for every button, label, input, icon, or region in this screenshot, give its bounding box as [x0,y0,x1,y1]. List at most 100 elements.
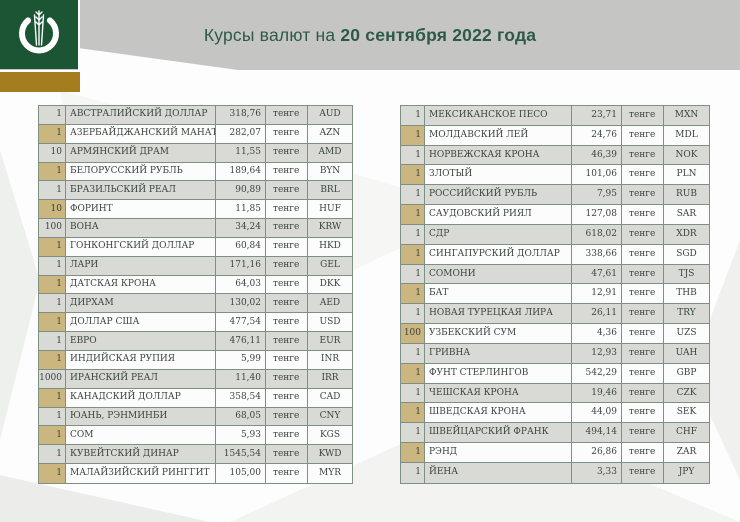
qty-cell: 1 [39,464,66,483]
qty-cell: 1 [401,106,425,125]
currency-code-cell: GEL [320,260,340,271]
qty-cell: 1 [39,237,66,256]
qty-cell: 1 [39,313,66,332]
rate-cell: 34,24 [216,219,266,237]
qty-cell: 1 [401,224,425,244]
unit-cell: тенге [266,275,308,294]
table-row: 1 ГОНКОНГСКИЙ ДОЛЛАР 60,84 тенге HKD [39,237,352,257]
unit-cell: тенге [266,350,308,369]
currency-name-cell: РЭНД [425,443,572,462]
table-row: 1 БАТ 12,91 тенге THB [401,284,709,305]
gold-accent-bar [0,72,80,92]
currency-code-cell: XDR [676,228,697,239]
currency-code-cell: INR [320,354,340,365]
rate-cell: 90,89 [216,181,266,200]
currency-code-cell: KWD [318,448,342,459]
table-row: 1 ЕВРО 476,11 тенге EUR [39,332,352,351]
currency-name-cell: НОВАЯ ТУРЕЦКАЯ ЛИРА [425,304,572,324]
currency-name-cell: ФУНТ СТЕРЛИНГОВ [425,363,572,383]
rate-cell: 1545,54 [216,445,266,464]
qty-cell: 1 [401,185,425,205]
currency-name-cell: КАНАДСКИЙ ДОЛЛАР [66,388,216,407]
currency-code-cell: AMD [318,147,342,158]
currency-code-cell: CHF [676,427,697,438]
bank-logo [0,0,80,69]
qty-cell: 1 [401,125,425,145]
table-row: 1 САУДОВСКИЙ РИЯЛ 127,08 тенге SAR [401,205,709,225]
unit-cell: тенге [266,124,308,143]
rate-cell: 19,46 [572,383,622,403]
currency-name-cell: ФОРИНТ [66,200,216,219]
currency-code-cell: HKD [319,241,341,252]
currency-code-cell: AZN [319,128,341,139]
unit-cell: тенге [622,423,664,443]
table-row: 1 КУВЕЙТСКИЙ ДИНАР 1545,54 тенге KWD [39,445,352,465]
table-row: 1 РОССИЙСКИЙ РУБЛЬ 7,95 тенге RUB [401,185,709,206]
table-row: 1 СИНГАПУРСКИЙ ДОЛЛАР 338,66 тенге SGD [401,244,709,265]
currency-code-cell: HUF [319,203,341,214]
currency-name-cell: ШВЕДСКАЯ КРОНА [425,403,572,423]
table-row: 1 ЙЕНА 3,33 тенге JPY [401,462,709,483]
currency-code-cell: MDL [675,129,698,140]
table-row: 1 ГРИВНА 12,93 тенге UAH [401,343,709,364]
qty-cell: 1 [39,388,66,407]
rate-cell: 68,05 [216,407,266,426]
table-row: 1 МОЛДАВСКИЙ ЛЕЙ 24,76 тенге MDL [401,125,709,146]
unit-cell: тенге [266,143,308,162]
currency-code-cell: CAD [319,392,341,403]
currency-name-cell: АВСТРАЛИЙСКИЙ ДОЛЛАР [66,106,216,124]
currency-code-cell: ZAR [676,446,697,457]
qty-cell: 1 [401,284,425,304]
currency-code-cell: IRR [321,373,339,384]
rate-cell: 44,09 [572,403,622,423]
unit-cell: тенге [266,313,308,332]
unit-cell: тенге [266,426,308,445]
table-row: 1 БЕЛОРУССКИЙ РУБЛЬ 189,64 тенге BYN [39,162,352,182]
rate-cell: 101,06 [572,165,622,185]
currency-code-cell: MXN [674,109,699,120]
table-row: 1 АЗЕРБАЙДЖАНСКИЙ МАНАТ 282,07 тенге AZN [39,124,352,144]
qty-cell: 1 [401,145,425,165]
qty-cell: 1 [39,350,66,369]
qty-cell: 1 [401,403,425,423]
currency-name-cell: АРМЯНСКИЙ ДРАМ [66,143,216,162]
currency-table-left: 1 АВСТРАЛИЙСКИЙ ДОЛЛАР 318,76 тенге AUD 1 АЗЕР… [38,105,353,484]
currency-name-cell: ЙЕНА [425,462,572,483]
qty-cell: 1 [401,205,425,224]
currency-name-cell: КУВЕЙТСКИЙ ДИНАР [66,445,216,464]
currency-name-cell: УЗБЕКСКИЙ СУМ [425,324,572,343]
currency-code-cell: AED [319,297,341,308]
table-row: 1 ЗЛОТЫЙ 101,06 тенге PLN [401,165,709,186]
rate-cell: 318,76 [216,106,266,124]
qty-cell: 1 [39,106,66,124]
currency-code-cell: SAR [676,209,697,220]
unit-cell: тенге [622,106,664,125]
table-row: 1 ИНДИЙСКАЯ РУПИЯ 5,99 тенге INR [39,350,352,370]
qty-cell: 1 [39,124,66,143]
currency-name-cell: ЮАНЬ, РЭНМИНБИ [66,407,216,426]
rate-cell: 494,14 [572,423,622,443]
rate-cell: 171,16 [216,256,266,275]
rate-cell: 5,93 [216,426,266,445]
rate-cell: 11,85 [216,200,266,219]
rate-cell: 46,39 [572,145,622,165]
unit-cell: тенге [622,403,664,423]
qty-cell: 1 [39,275,66,294]
rate-cell: 477,54 [216,313,266,332]
table-row: 1 ШВЕДСКАЯ КРОНА 44,09 тенге SEK [401,403,709,424]
unit-cell: тенге [266,256,308,275]
currency-name-cell: СОМ [66,426,216,445]
currency-name-cell: ШВЕЙЦАРСКИЙ ФРАНК [425,423,572,443]
currency-code-cell: CNY [319,410,341,421]
unit-cell: тенге [622,264,664,284]
currency-code-cell: AUD [319,109,341,120]
table-row: 1 ДОЛЛАР США 477,54 тенге USD [39,313,352,333]
rate-cell: 338,66 [572,244,622,264]
currency-code-cell: DKK [319,279,341,290]
rate-cell: 12,91 [572,284,622,304]
currency-name-cell: ЛАРИ [66,256,216,275]
currency-code-cell: SEK [676,407,697,418]
qty-cell: 1 [39,294,66,313]
bank-emblem-icon [19,9,59,53]
